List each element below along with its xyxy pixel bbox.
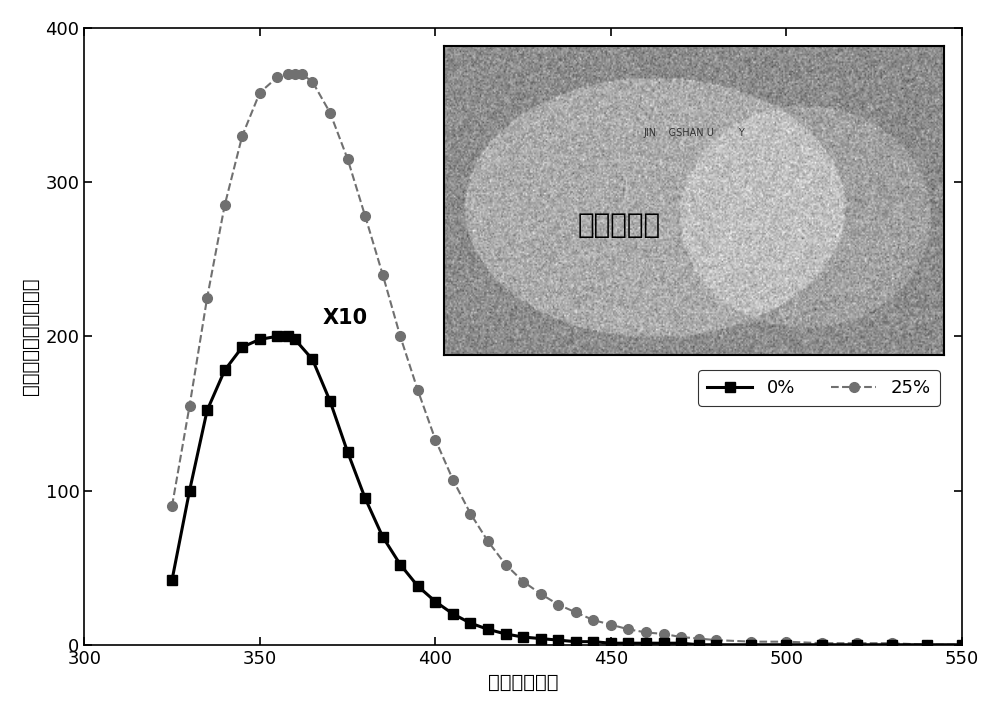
25% bbox=[956, 640, 968, 649]
0% bbox=[816, 640, 828, 649]
0% bbox=[552, 636, 564, 645]
0% bbox=[956, 640, 968, 649]
0% bbox=[166, 575, 178, 584]
0% bbox=[447, 610, 459, 618]
0% bbox=[658, 639, 670, 647]
Y-axis label: 相对强度（任意单位）: 相对强度（任意单位） bbox=[21, 277, 40, 395]
25% bbox=[658, 630, 670, 638]
25% bbox=[710, 636, 722, 645]
0% bbox=[464, 619, 476, 627]
25% bbox=[570, 608, 582, 617]
0% bbox=[851, 640, 863, 649]
25% bbox=[306, 78, 318, 86]
25% bbox=[500, 560, 512, 569]
0% bbox=[710, 640, 722, 649]
0% bbox=[886, 640, 898, 649]
25% bbox=[886, 639, 898, 647]
25% bbox=[693, 635, 705, 643]
0% bbox=[271, 332, 283, 341]
0% bbox=[622, 639, 634, 647]
0% bbox=[482, 625, 494, 634]
0% bbox=[236, 343, 248, 352]
25% bbox=[359, 212, 371, 220]
0% bbox=[412, 582, 424, 590]
Line: 0%: 0% bbox=[167, 332, 967, 650]
25% bbox=[622, 625, 634, 634]
25% bbox=[605, 620, 617, 629]
25% bbox=[166, 502, 178, 511]
25% bbox=[535, 590, 547, 598]
0% bbox=[745, 640, 757, 649]
0% bbox=[289, 335, 301, 344]
25% bbox=[219, 201, 231, 210]
25% bbox=[816, 639, 828, 647]
0% bbox=[780, 640, 792, 649]
0% bbox=[921, 640, 933, 649]
25% bbox=[517, 578, 529, 586]
0% bbox=[342, 448, 354, 456]
0% bbox=[570, 637, 582, 646]
0% bbox=[605, 639, 617, 647]
0% bbox=[535, 635, 547, 643]
25% bbox=[236, 131, 248, 140]
25% bbox=[921, 640, 933, 649]
25% bbox=[587, 616, 599, 625]
0% bbox=[429, 597, 441, 606]
25% bbox=[851, 639, 863, 647]
Legend: 0%, 25%: 0%, 25% bbox=[698, 370, 940, 406]
0% bbox=[306, 355, 318, 364]
0% bbox=[693, 640, 705, 649]
0% bbox=[219, 366, 231, 374]
25% bbox=[282, 70, 294, 78]
Line: 25%: 25% bbox=[167, 69, 967, 650]
25% bbox=[296, 70, 308, 78]
0% bbox=[377, 533, 389, 541]
0% bbox=[359, 494, 371, 503]
25% bbox=[675, 632, 687, 641]
25% bbox=[464, 509, 476, 518]
25% bbox=[271, 73, 283, 81]
25% bbox=[780, 637, 792, 646]
0% bbox=[517, 632, 529, 641]
25% bbox=[394, 332, 406, 341]
0% bbox=[324, 397, 336, 406]
X-axis label: 波长（纳米）: 波长（纳米） bbox=[488, 673, 558, 692]
25% bbox=[254, 88, 266, 97]
Text: X10: X10 bbox=[323, 308, 368, 328]
0% bbox=[587, 637, 599, 646]
0% bbox=[500, 630, 512, 638]
25% bbox=[324, 108, 336, 117]
0% bbox=[282, 332, 294, 341]
25% bbox=[289, 70, 301, 78]
25% bbox=[377, 270, 389, 279]
0% bbox=[394, 560, 406, 569]
0% bbox=[640, 639, 652, 647]
25% bbox=[201, 294, 213, 302]
0% bbox=[184, 486, 196, 495]
25% bbox=[412, 386, 424, 394]
0% bbox=[675, 639, 687, 647]
25% bbox=[342, 155, 354, 163]
25% bbox=[429, 436, 441, 444]
25% bbox=[447, 476, 459, 484]
25% bbox=[184, 401, 196, 410]
25% bbox=[482, 537, 494, 545]
25% bbox=[640, 628, 652, 637]
0% bbox=[254, 335, 266, 344]
25% bbox=[745, 637, 757, 646]
25% bbox=[552, 600, 564, 609]
0% bbox=[201, 406, 213, 414]
